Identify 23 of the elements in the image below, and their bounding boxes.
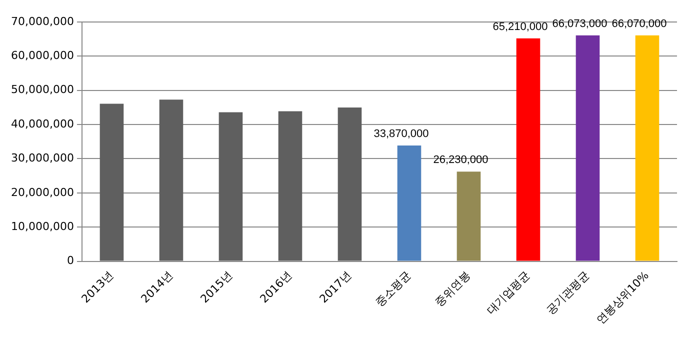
- bar: [218, 112, 243, 261]
- bar: [516, 38, 540, 261]
- y-tick-label: 10,000,000: [10, 220, 74, 233]
- data-label: 65,210,000: [492, 20, 548, 33]
- data-label: 66,070,000: [612, 18, 667, 30]
- data-label: 66,073,000: [552, 18, 608, 30]
- y-tick-label: 0: [66, 254, 74, 268]
- y-tick-label: 30,000,000: [10, 152, 74, 165]
- bar: [278, 111, 302, 261]
- data-label: 26,230,000: [433, 154, 488, 166]
- y-tick-label: 70,000,000: [10, 14, 74, 28]
- y-tick-label: 20,000,000: [10, 186, 74, 199]
- bar: [576, 35, 600, 261]
- y-tick-label: 60,000,000: [10, 49, 74, 62]
- bar: [338, 107, 362, 261]
- bar: [635, 35, 660, 261]
- bar: [100, 104, 124, 261]
- bar: [159, 100, 184, 261]
- y-tick-label: 50,000,000: [10, 83, 74, 96]
- bar: [456, 172, 481, 261]
- bar: [397, 145, 422, 261]
- y-tick-label: 40,000,000: [10, 117, 74, 130]
- data-label: 33,870,000: [374, 128, 429, 140]
